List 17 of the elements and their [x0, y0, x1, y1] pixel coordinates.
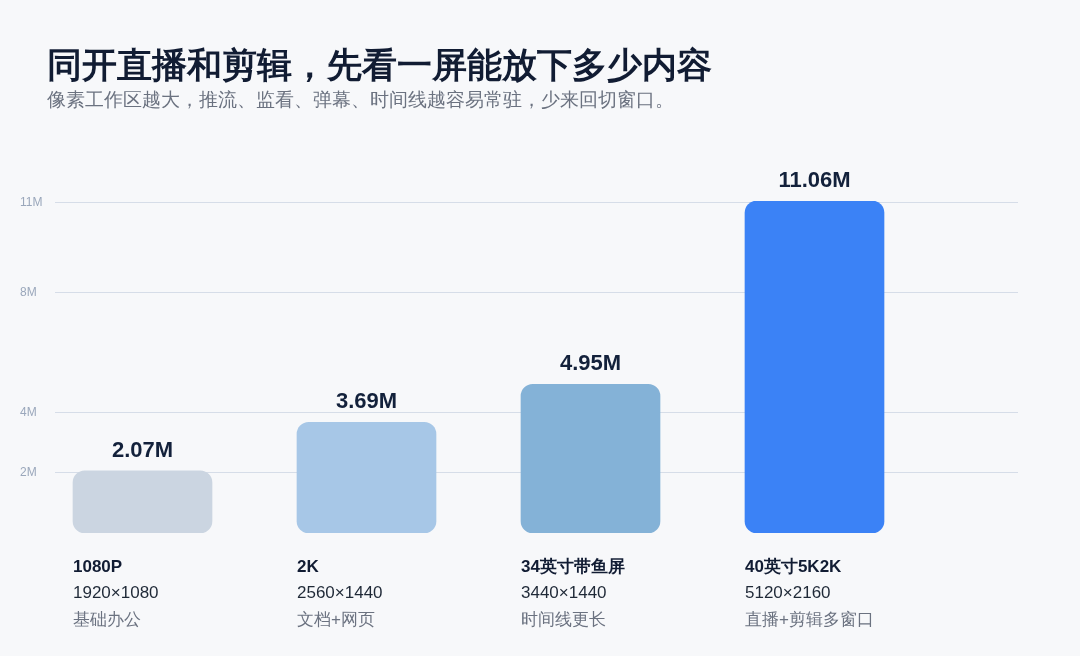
y-tick-label: 4M	[20, 405, 37, 420]
data-label: 2.07M	[111, 436, 174, 462]
chart-subtitle: 像素工作区越大，推流、监看、弹幕、时间线越容易常驻，少来回切窗口。	[47, 89, 674, 111]
y-tick-label: 11M	[20, 195, 43, 210]
x-tick-label: 1080P 1920×1080 基础办公	[73, 556, 159, 629]
bar	[520, 384, 661, 533]
data-label: 11.06M	[778, 167, 851, 193]
bar	[744, 201, 885, 533]
x-tick-label: 40英寸5K2K 5120×2160 直播+剪辑多窗口	[745, 556, 874, 629]
chart-title: 同开直播和剪辑，先看一屏能放下多少内容	[47, 45, 712, 84]
y-tick-label: 2M	[20, 465, 37, 480]
bar	[296, 421, 437, 533]
data-label: 3.69M	[335, 388, 398, 414]
y-tick-label: 8M	[20, 285, 37, 300]
x-tick-label: 2K 2560×1440 文档+网页	[297, 556, 383, 629]
x-tick-label: 34英寸带鱼屏 3440×1440 时间线更长	[521, 556, 625, 629]
data-label: 4.95M	[559, 350, 622, 376]
